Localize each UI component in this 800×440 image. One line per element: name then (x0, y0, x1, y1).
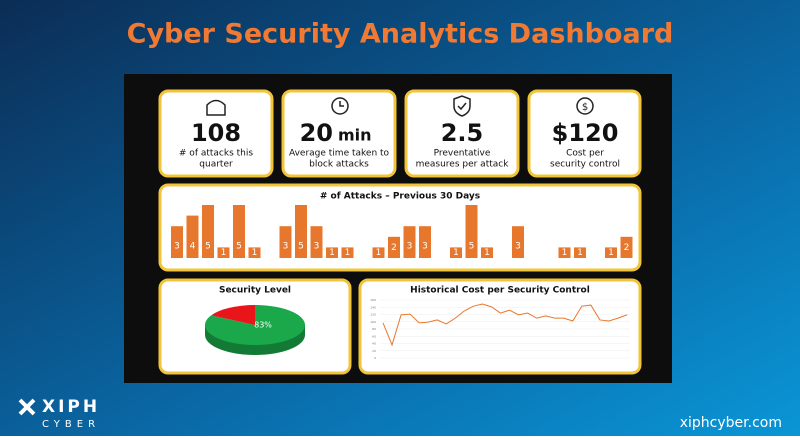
shield-icon (453, 95, 471, 117)
bar-label: 4 (190, 242, 196, 252)
bar (481, 247, 493, 258)
icons (206, 95, 594, 117)
bar (186, 215, 199, 258)
kpi-value: 108 (191, 119, 241, 147)
kpi-unit: min (338, 126, 372, 145)
bar (202, 205, 214, 258)
bar-label: 3 (314, 242, 320, 252)
bar-label: 1 (577, 248, 583, 258)
bar-label: 1 (453, 248, 459, 258)
bar-label: 5 (236, 242, 242, 252)
y-tick-label: 160 (370, 298, 376, 302)
line (382, 303, 628, 347)
bar-label: 1 (608, 248, 614, 258)
kpi-value: $120 (552, 119, 619, 147)
bar (558, 247, 571, 258)
kpi-card (158, 89, 274, 178)
bar (341, 247, 354, 258)
bar-label: 1 (221, 248, 227, 258)
cards: $ (158, 89, 642, 375)
bar-label: 3 (283, 242, 289, 252)
kpi-label: Preventative (434, 149, 491, 159)
dollar-icon (576, 97, 594, 115)
bar (233, 205, 245, 258)
bar-label: 1 (252, 248, 258, 258)
kpi-value: 2.5 (441, 119, 484, 147)
bar-label: 3 (407, 242, 413, 252)
bar-label: 3 (515, 242, 521, 252)
pie-slice (211, 305, 255, 325)
kpi-label: measures per attack (416, 160, 510, 170)
bar-label: 2 (391, 243, 397, 253)
bar-label: 3 (422, 242, 428, 252)
bar-label: 1 (376, 248, 382, 258)
kpi-card (281, 89, 397, 178)
bar (326, 247, 338, 258)
kpi-value: 20 (300, 119, 333, 147)
bar (450, 247, 462, 258)
clock-icon (331, 97, 349, 115)
pie-label: 83% (254, 321, 272, 330)
y-tick-label: 120 (370, 313, 376, 317)
bar (217, 247, 230, 258)
y-tick-label: 40 (372, 342, 376, 346)
bar (248, 247, 261, 258)
bar (171, 226, 183, 258)
bar (279, 226, 292, 258)
pie-slice (205, 305, 306, 345)
bar (403, 226, 416, 258)
bar (465, 205, 478, 258)
bar (295, 205, 307, 258)
kpi-card (527, 89, 642, 178)
chart-title: Historical Cost per Security Control (410, 286, 590, 296)
y-tick-label: 20 (372, 349, 376, 353)
kpi-card (404, 89, 520, 178)
kpi-label: quarter (199, 160, 233, 170)
bar (310, 226, 323, 258)
y-tick-label: 80 (372, 327, 376, 331)
bar-label: 1 (484, 248, 490, 258)
bar-label: 1 (562, 248, 568, 258)
bar (574, 247, 586, 258)
check-icon (457, 102, 467, 111)
y-tick-label: 60 (372, 334, 376, 338)
chart-title: Security Level (219, 286, 291, 296)
bar (620, 236, 633, 258)
y-tick-label: 100 (370, 320, 376, 324)
clock-hands (339, 101, 344, 107)
bar-label: 3 (174, 242, 180, 252)
bar (372, 247, 385, 258)
y-tick-label: 0 (374, 356, 376, 360)
footer-url: xiphcyber.com (680, 415, 782, 431)
bar (605, 247, 617, 258)
kpi-label: block attacks (309, 160, 369, 170)
logo: XIPH CYBER (18, 397, 100, 430)
chart-title: # of Attacks – Previous 30 Days (320, 192, 480, 202)
logo-top: XIPH (42, 397, 100, 417)
page-title: Cyber Security Analytics Dashboard (127, 19, 674, 50)
dollar-icon-glyph: $ (582, 102, 588, 113)
bar (388, 236, 400, 258)
bar-label: 2 (624, 243, 630, 253)
bar (419, 226, 431, 258)
kpi-label: Cost per (566, 149, 604, 159)
y-tick-label: 140 (370, 305, 376, 309)
kpi-label: Average time taken to (289, 149, 390, 159)
hacker-icon (206, 99, 226, 116)
kpi-label: # of attacks this (179, 149, 253, 159)
bar-label: 5 (469, 242, 475, 252)
line-card (358, 278, 642, 375)
logo-mark (18, 398, 36, 416)
kpi-label: security control (550, 160, 620, 170)
bar-label: 5 (298, 242, 304, 252)
bar-label: 5 (205, 242, 211, 252)
bar-label: 1 (345, 248, 351, 258)
bar (512, 226, 524, 258)
bar-label: 1 (329, 248, 335, 258)
logo-bottom: CYBER (42, 419, 100, 430)
